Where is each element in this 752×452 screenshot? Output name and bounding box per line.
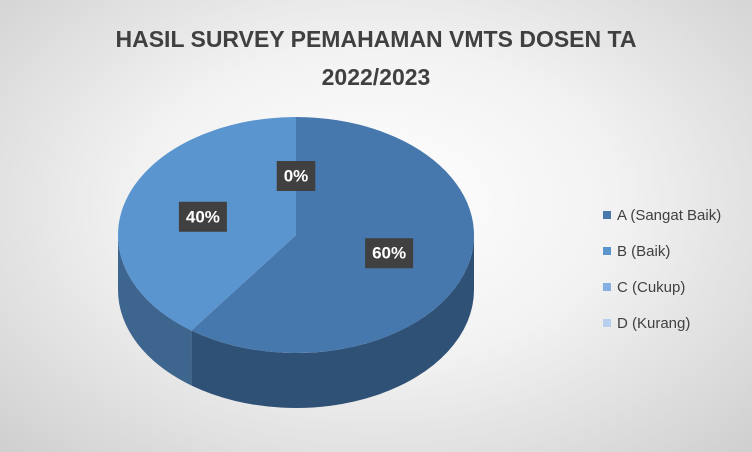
legend-label: A (Sangat Baik) (617, 207, 721, 224)
data-label-text: 0% (284, 166, 309, 185)
slice-side (118, 235, 192, 386)
data-label-text: 40% (186, 207, 220, 226)
legend-label: C (Cukup) (617, 279, 685, 296)
data-label: 0% (276, 161, 316, 191)
legend-swatch (603, 247, 611, 255)
data-label-box (276, 161, 316, 191)
data-label-box (365, 238, 414, 269)
data-label: 60% (365, 238, 414, 269)
legend-swatch (603, 283, 611, 291)
legend-label: B (Baik) (617, 243, 670, 260)
data-label-box (178, 201, 227, 232)
legend-swatch (603, 319, 611, 327)
chart-title: HASIL SURVEY PEMAHAMAN VMTS DOSEN TA 202… (115, 26, 637, 90)
legend-label: D (Kurang) (617, 315, 690, 332)
data-label-text: 60% (372, 244, 406, 263)
slice-side (191, 235, 475, 409)
data-label: 40% (178, 201, 227, 232)
slice (191, 117, 474, 353)
legend-swatch (603, 211, 611, 219)
